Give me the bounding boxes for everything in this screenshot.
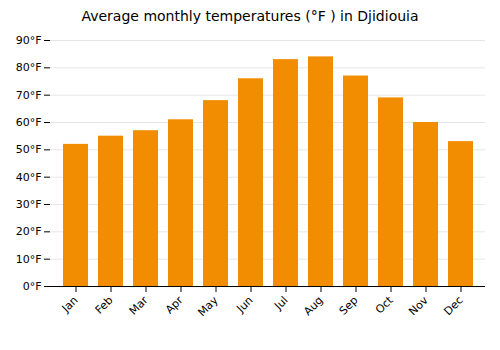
svg-text:Mar: Mar: [127, 293, 151, 317]
svg-text:80°F: 80°F: [16, 61, 42, 74]
html-text:Average monthly temperatures (: Average monthly temperatures (°F ) in Dj…: [81, 8, 419, 24]
svg-text:Jul: Jul: [271, 294, 290, 313]
svg-text:60°F: 60°F: [16, 116, 42, 129]
svg-text:70°F: 70°F: [16, 89, 42, 102]
svg-text:30°F: 30°F: [16, 198, 42, 211]
svg-text:Sep: Sep: [337, 294, 361, 318]
svg-text:Aug: Aug: [301, 294, 325, 318]
svg-text:0°F: 0°F: [23, 280, 42, 293]
svg-text:Apr: Apr: [163, 293, 186, 316]
svg-text:Oct: Oct: [373, 293, 396, 316]
svg-text:Feb: Feb: [93, 294, 116, 317]
svg-text:Jan: Jan: [59, 294, 81, 316]
svg-text:May: May: [195, 293, 221, 319]
svg-text:20°F: 20°F: [16, 225, 42, 238]
svg-text:40°F: 40°F: [16, 171, 42, 184]
svg-text:50°F: 50°F: [16, 143, 42, 156]
svg-text:Dec: Dec: [441, 294, 465, 318]
svg-text:Jun: Jun: [234, 294, 256, 316]
svg-text:90°F: 90°F: [16, 34, 42, 47]
svg-text:Nov: Nov: [406, 293, 431, 318]
svg-text:10°F: 10°F: [16, 253, 42, 266]
